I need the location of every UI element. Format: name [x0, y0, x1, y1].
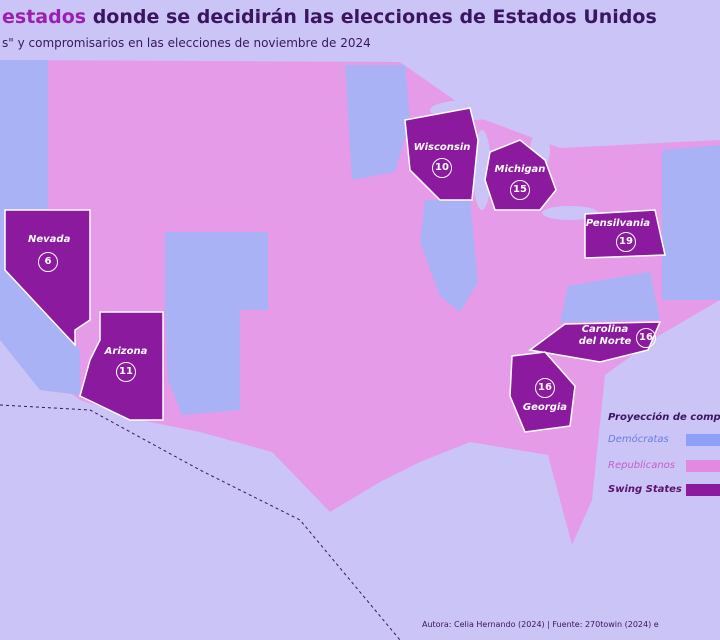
- state-name: Nevada: [28, 234, 71, 245]
- state-name: Wisconsin: [413, 142, 471, 153]
- electors: 16: [535, 378, 555, 398]
- swatch-swing: [686, 484, 720, 496]
- democratic-states: [0, 60, 720, 415]
- legend-item: Swing States: [608, 484, 682, 495]
- title-text: donde se decidirán las elecciones de Est…: [92, 6, 657, 28]
- state-name: Carolina del Norte: [578, 324, 632, 347]
- electors: 10: [432, 158, 452, 178]
- state-name: Michigan: [494, 164, 546, 175]
- state-name: Arizona: [104, 346, 148, 357]
- footer: Autora: Celia Hernando (2024) | Fuente: …: [422, 620, 659, 629]
- border: [0, 404, 401, 640]
- legend-title: Proyección de compr: [608, 412, 720, 423]
- state-name: Georgia: [522, 402, 568, 413]
- electors: 11: [116, 362, 136, 382]
- subtitle: s" y compromisarios en las elecciones de…: [2, 36, 371, 50]
- electors: 6: [38, 252, 58, 272]
- electors: 15: [510, 180, 530, 200]
- title: estados donde se decidirán las eleccione…: [2, 6, 657, 28]
- title-highlight: estados: [2, 6, 87, 28]
- swatch-dem: [686, 434, 720, 446]
- state-name: Pensilvania: [585, 218, 651, 229]
- swatch-rep: [686, 460, 720, 472]
- legend-item: Demócratas: [608, 434, 669, 445]
- legend-item: Republicanos: [608, 460, 675, 471]
- electors: 16: [636, 328, 656, 348]
- electors: 19: [616, 232, 636, 252]
